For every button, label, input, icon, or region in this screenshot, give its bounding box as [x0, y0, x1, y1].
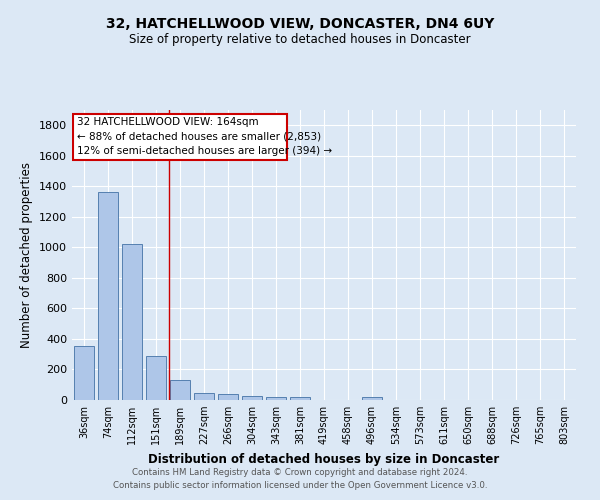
Text: Contains HM Land Registry data © Crown copyright and database right 2024.
Contai: Contains HM Land Registry data © Crown c… — [113, 468, 487, 490]
Bar — [218, 394, 238, 400]
Bar — [194, 393, 214, 400]
Bar — [122, 244, 142, 400]
Bar — [242, 396, 262, 400]
Bar — [146, 356, 166, 400]
Text: ← 88% of detached houses are smaller (2,853): ← 88% of detached houses are smaller (2,… — [77, 131, 321, 141]
Text: 32 HATCHELLWOOD VIEW: 164sqm: 32 HATCHELLWOOD VIEW: 164sqm — [77, 116, 259, 126]
Text: Size of property relative to detached houses in Doncaster: Size of property relative to detached ho… — [129, 32, 471, 46]
Bar — [98, 192, 118, 400]
X-axis label: Distribution of detached houses by size in Doncaster: Distribution of detached houses by size … — [148, 452, 500, 466]
Bar — [290, 398, 310, 400]
FancyBboxPatch shape — [73, 114, 287, 160]
Text: 12% of semi-detached houses are larger (394) →: 12% of semi-detached houses are larger (… — [77, 146, 332, 156]
Bar — [74, 346, 94, 400]
Bar — [362, 398, 382, 400]
Bar — [170, 380, 190, 400]
Text: 32, HATCHELLWOOD VIEW, DONCASTER, DN4 6UY: 32, HATCHELLWOOD VIEW, DONCASTER, DN4 6U… — [106, 18, 494, 32]
Y-axis label: Number of detached properties: Number of detached properties — [20, 162, 34, 348]
Bar — [266, 398, 286, 400]
